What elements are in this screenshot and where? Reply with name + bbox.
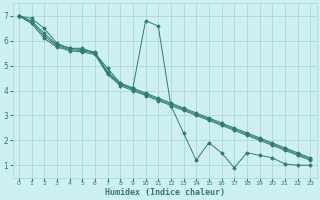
X-axis label: Humidex (Indice chaleur): Humidex (Indice chaleur) [105,188,225,197]
